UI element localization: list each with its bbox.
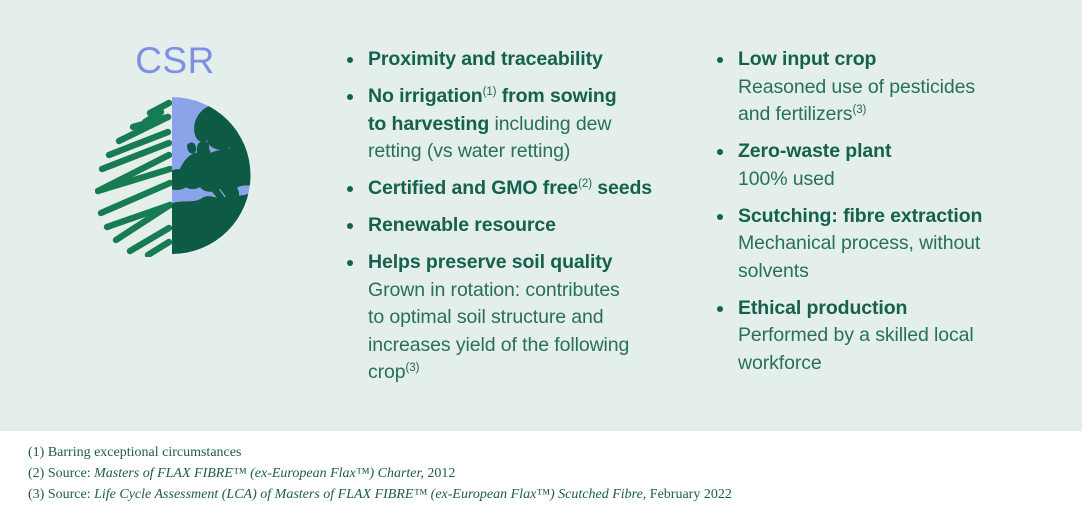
scribble-hemisphere — [95, 99, 174, 257]
bullet-column-right: Low input crop Reasoned use of pesticide… — [717, 46, 1047, 387]
text-run: No irrigation — [368, 85, 483, 107]
text-run: Scutching: fibre extraction — [738, 204, 983, 227]
list-item: Low input crop Reasoned use of pesticide… — [717, 46, 1047, 129]
text-run: Renewable resource — [368, 214, 556, 236]
list-item: Scutching: fibre extraction Mechanical p… — [717, 203, 1047, 286]
text-run: seeds — [591, 177, 653, 199]
bullet-text: Helps preserve soil quality Grown in rot… — [368, 249, 629, 387]
slide-title: CSR — [135, 40, 215, 81]
text-run: Zero-waste plant — [738, 140, 892, 162]
text-run: Certified and GMO free — [368, 177, 579, 199]
list-item: Zero-waste plant 100% used — [717, 138, 1047, 193]
text-run: Helps preserve soil quality — [368, 251, 613, 273]
text-run: (1) — [482, 86, 497, 98]
footnotes: (1) Barring exceptional circumstances (2)… — [28, 443, 732, 505]
text-run: (1) Barring exceptional circumstances — [28, 445, 242, 460]
text-run: including dew retting (vs water retting) — [368, 112, 612, 163]
list-item: No irrigation(1) from sowing to harvesti… — [347, 83, 699, 166]
bullet-column-left: Proximity and traceability No irrigation(… — [347, 46, 699, 396]
footnote-line: (2) Source: Masters of FLAX FIBRE™ (ex-E… — [28, 464, 732, 485]
bullet-text: Low input crop Reasoned use of pesticide… — [738, 46, 975, 129]
bullet-dot — [347, 186, 353, 192]
text-run: Performed by a skilled local workforce — [738, 324, 974, 374]
bullet-text: Renewable resource — [368, 212, 556, 240]
text-run: Proximity and traceability — [368, 48, 603, 70]
list-item: Certified and GMO free(2) seeds — [347, 175, 699, 203]
text-run: from sowing to harvesting — [368, 85, 617, 135]
text-run: Reasoned use of pesticides and fertilize… — [738, 75, 975, 126]
text-run: February 2022 — [646, 486, 732, 502]
list-item: Proximity and traceability — [347, 46, 699, 74]
text-run: (2) Source: — [28, 465, 95, 481]
bullet-dot — [347, 57, 353, 63]
footnote-line: (1) Barring exceptional circumstances — [28, 443, 732, 464]
text-run: (2) — [578, 178, 592, 190]
text-run: (3) — [405, 362, 420, 374]
bullet-dot — [347, 260, 353, 266]
bullet-dot — [347, 223, 353, 229]
text-run: 2012 — [423, 465, 456, 481]
bullet-dot — [717, 57, 723, 63]
bullet-text: No irrigation(1) from sowing to harvesti… — [368, 83, 617, 166]
footnote-line: (3) Source: Life Cycle Assessment (LCA) … — [28, 485, 732, 506]
bullet-text: Zero-waste plant 100% used — [738, 138, 891, 193]
bullet-dot — [717, 149, 723, 155]
map-hemisphere — [172, 97, 251, 254]
text-run: Mechanical process, without solvents — [738, 232, 981, 282]
bullet-text: Ethical production Performed by a skille… — [738, 295, 974, 378]
text-run: Life Cycle Assessment (LCA) of Masters o… — [94, 486, 647, 502]
list-item: Ethical production Performed by a skille… — [717, 295, 1047, 378]
list-item: Helps preserve soil quality Grown in rot… — [347, 249, 699, 387]
bullet-dot — [347, 94, 353, 100]
text-run: 100% used — [738, 167, 835, 190]
bullet-dot — [717, 305, 723, 312]
bullet-dot — [717, 213, 723, 220]
text-run: Masters of FLAX FIBRE™ (ex-European Flax… — [94, 465, 424, 481]
text-run: (3) — [852, 104, 867, 116]
bullet-text: Certified and GMO free(2) seeds — [368, 175, 652, 203]
text-run: Low input crop — [738, 48, 877, 70]
globe-flax-icon — [95, 97, 251, 257]
list-item: Renewable resource — [347, 212, 699, 240]
bullet-text: Proximity and traceability — [368, 46, 603, 74]
text-run: (3) Source: — [28, 486, 95, 502]
text-run: Grown in rotation: contributes to optima… — [368, 278, 630, 383]
slide-panel: CSR — [0, 0, 1082, 431]
bullet-text: Scutching: fibre extraction Mechanical p… — [738, 203, 982, 286]
text-run: Ethical production — [738, 296, 908, 319]
